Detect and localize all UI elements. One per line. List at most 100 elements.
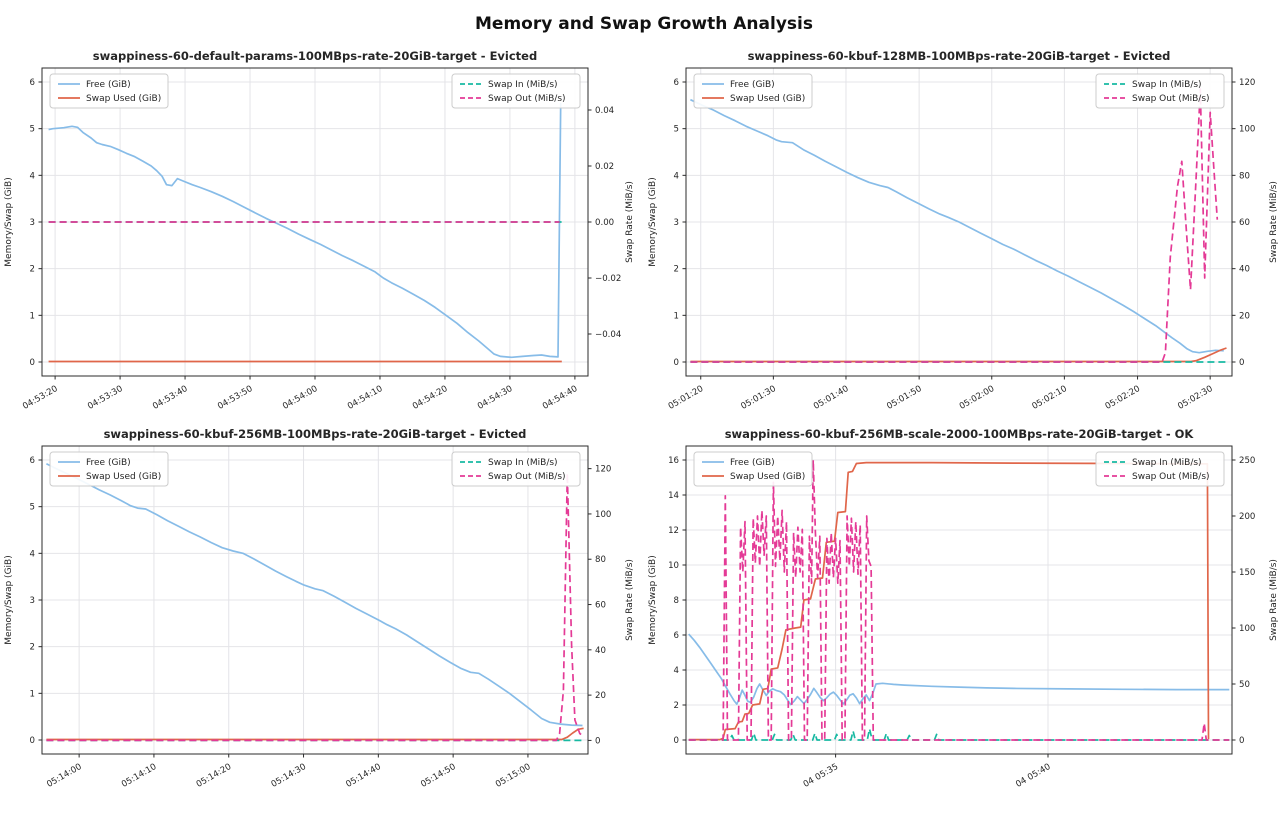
right-tick-label: 50 [1239, 680, 1250, 690]
right-tick-label: 20 [1239, 311, 1250, 321]
gridlines [42, 446, 588, 754]
series-swap-out-line [688, 459, 1230, 741]
left-tick-label: 1 [674, 311, 679, 321]
right-tick-labels: 0 20 40 60 80 100 120 [1232, 78, 1255, 368]
x-tick-label: 05:02:20 [1104, 384, 1142, 412]
legend-label: Free (GiB) [86, 458, 131, 468]
series-group [48, 102, 564, 363]
left-tick-label: 0 [30, 358, 35, 368]
left-tick-label: 0 [674, 736, 679, 746]
legend-label: Free (GiB) [86, 80, 131, 90]
x-tick-label: 05:15:00 [494, 762, 532, 790]
left-tick-label: 16 [668, 456, 679, 466]
legend-right: Swap In (MiB/s) Swap Out (MiB/s) [1095, 451, 1225, 487]
series-swap-used-line [688, 461, 1210, 741]
right-tick-label: 100 [595, 510, 611, 520]
left-tick-label: 3 [674, 218, 679, 228]
left-tick-label: 4 [674, 666, 679, 676]
legend-label: Swap Out (MiB/s) [1132, 94, 1210, 104]
right-tick-label: 100 [1239, 624, 1255, 634]
x-tick-label: 04:54:40 [541, 384, 579, 412]
right-tick-label: 40 [1239, 265, 1250, 275]
x-tick-label: 05:02:00 [958, 384, 996, 412]
legend-label: Swap In (MiB/s) [1132, 80, 1202, 90]
right-tick-label: −0.02 [595, 274, 621, 284]
x-tick-label: 04:53:50 [216, 384, 254, 412]
right-tick-label: 60 [1239, 218, 1250, 228]
right-tick-label: 0.04 [595, 106, 614, 116]
right-axis-title: Swap Rate (MiB/s) [625, 559, 635, 641]
right-tick-label: 0.00 [595, 218, 614, 228]
right-tick-label: 120 [1239, 78, 1255, 88]
x-tick-label: 05:14:00 [45, 762, 83, 790]
left-tick-label: 3 [30, 218, 35, 228]
legend-label: Swap Out (MiB/s) [488, 472, 566, 482]
legend-label: Free (GiB) [730, 80, 775, 90]
legend-left: Free (GiB) Swap Used (GiB) [49, 451, 169, 487]
x-tick-label: 05:14:10 [120, 762, 158, 790]
x-tick-label: 05:02:30 [1176, 384, 1214, 412]
subplot-panel-1: 04:53:20 04:53:30 04:53:40 04:53:50 04:54:00… [0, 46, 644, 424]
right-tick-label: 80 [1239, 171, 1250, 181]
left-axis-title: Memory/Swap (GiB) [4, 555, 14, 644]
right-axis-title: Swap Rate (MiB/s) [1269, 181, 1279, 263]
series-group [690, 88, 1230, 363]
legend-label: Swap Used (GiB) [730, 94, 805, 104]
x-tick-label: 05:01:40 [812, 384, 850, 412]
legend-label: Swap Used (GiB) [730, 472, 805, 482]
right-tick-label: 200 [1239, 512, 1255, 522]
legend-label: Swap Used (GiB) [86, 472, 161, 482]
left-tick-label: 1 [30, 689, 35, 699]
x-tick-label: 05:14:50 [419, 762, 457, 790]
x-tick-label: 05:01:20 [667, 384, 705, 412]
subplot-title: swappiness-60-kbuf-128MB-100MBps-rate-20… [748, 49, 1171, 63]
series-group [688, 459, 1230, 741]
left-tick-label: 3 [30, 596, 35, 606]
left-tick-labels: 0 1 2 3 4 5 6 [674, 78, 686, 368]
legend-left: Free (GiB) Swap Used (GiB) [49, 73, 169, 109]
series-free-line [688, 633, 1230, 706]
right-tick-label: 100 [1239, 125, 1255, 135]
right-axis-title: Swap Rate (MiB/s) [625, 181, 635, 263]
legend-left: Free (GiB) Swap Used (GiB) [693, 451, 813, 487]
right-tick-label: 0 [1239, 358, 1244, 368]
series-swap-used-line [46, 727, 584, 741]
right-tick-label: −0.04 [595, 330, 621, 340]
left-tick-label: 2 [30, 643, 35, 653]
x-tick-label: 04:53:20 [21, 384, 59, 412]
subplot-grid: 04:53:20 04:53:30 04:53:40 04:53:50 04:54:00… [0, 46, 1288, 802]
legend-label: Swap In (MiB/s) [488, 458, 558, 468]
page-title: Memory and Swap Growth Analysis [475, 14, 813, 34]
x-tick-label: 04:53:30 [86, 384, 124, 412]
left-tick-label: 5 [30, 125, 35, 135]
left-tick-labels: 0 2 4 6 8 10 12 14 16 [668, 456, 686, 746]
right-tick-label: 0 [595, 736, 600, 746]
x-tick-label: 05:01:30 [739, 384, 777, 412]
subplot-title: swappiness-60-kbuf-256MB-scale-2000-100M… [725, 427, 1195, 441]
left-tick-label: 2 [674, 701, 679, 711]
left-tick-label: 4 [674, 171, 679, 181]
legend-label: Swap Out (MiB/s) [488, 94, 566, 104]
left-axis-title: Memory/Swap (GiB) [4, 177, 14, 266]
x-tick-label: 05:02:10 [1030, 384, 1068, 412]
series-swap-in-line [688, 727, 1230, 741]
left-tick-label: 4 [30, 171, 35, 181]
legend-label: Free (GiB) [730, 458, 775, 468]
x-tick-label: 04:54:10 [346, 384, 384, 412]
subplot-panel-4: 04 05:35 04 05:40 0 2 4 6 8 10 12 14 16 0 50 100 150 20… [644, 424, 1288, 802]
right-tick-label: 0 [1239, 736, 1244, 746]
left-tick-label: 6 [674, 78, 679, 88]
legend-right: Swap In (MiB/s) Swap Out (MiB/s) [451, 73, 581, 109]
series-free-line [46, 462, 583, 727]
x-tick-label: 05:14:20 [195, 762, 233, 790]
x-tick-label: 05:14:40 [344, 762, 382, 790]
right-tick-labels: 0 50 100 150 200 250 [1232, 456, 1255, 746]
left-tick-label: 14 [668, 491, 679, 501]
right-tick-label: 20 [595, 691, 606, 701]
x-tick-labels: 05:14:00 05:14:10 05:14:20 05:14:30 05:14:40… [45, 754, 532, 790]
x-tick-label: 04:54:30 [476, 384, 514, 412]
left-tick-label: 0 [674, 358, 679, 368]
left-tick-label: 6 [30, 78, 35, 88]
legend-label: Swap Out (MiB/s) [1132, 472, 1210, 482]
